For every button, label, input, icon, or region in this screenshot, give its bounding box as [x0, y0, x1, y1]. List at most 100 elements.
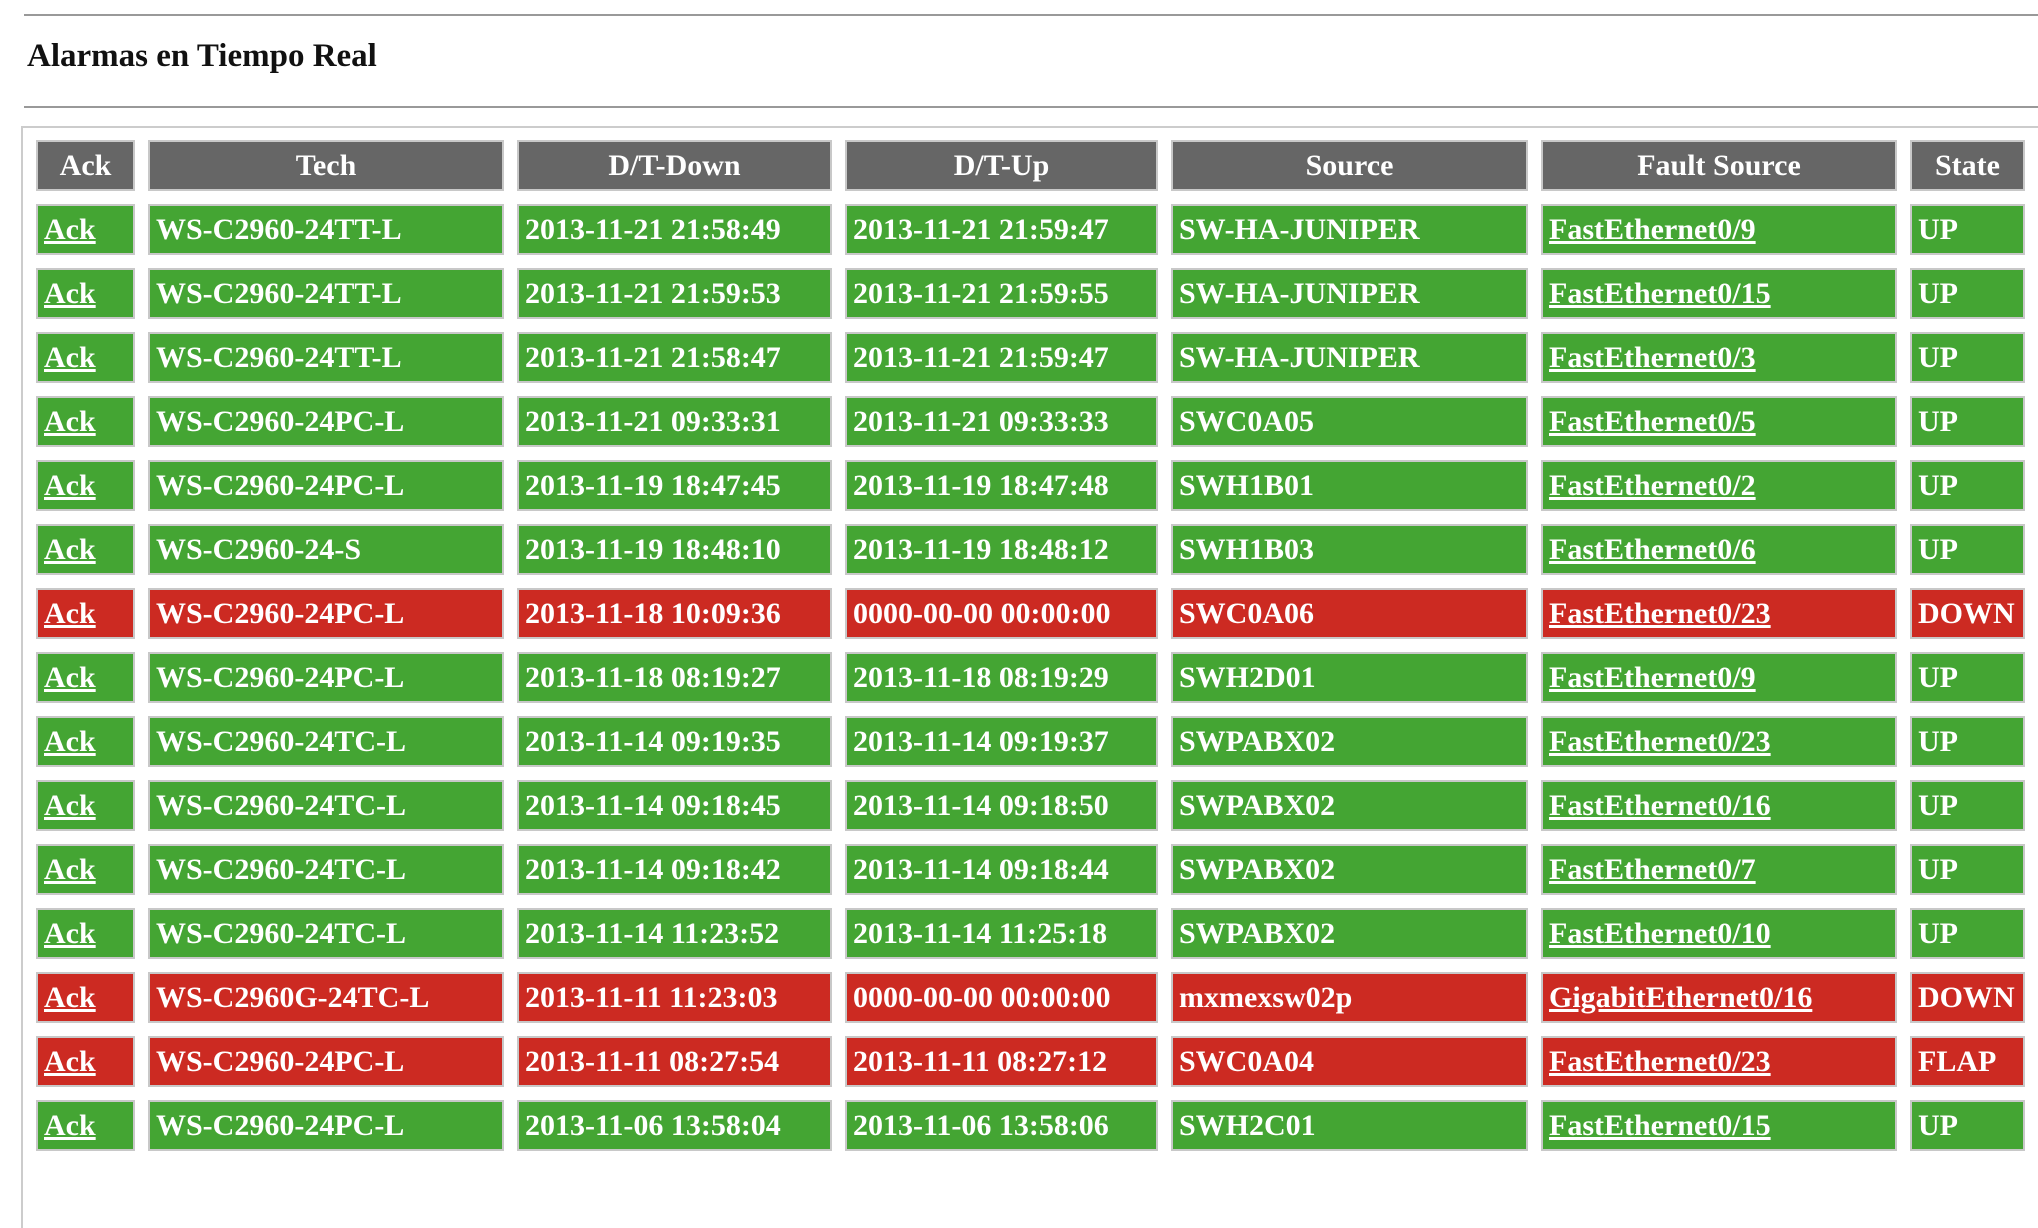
source-cell: SWC0A04 [1171, 1036, 1528, 1087]
fault-source-link[interactable]: FastEthernet0/15 [1549, 276, 1771, 310]
tech-cell: WS-C2960-24PC-L [148, 1100, 504, 1151]
alarm-row: Ack WS-C2960-24PC-L 2013-11-21 09:33:31 201… [36, 396, 2025, 447]
ack-link[interactable]: Ack [44, 404, 96, 438]
dt-down-cell: 2013-11-14 09:19:35 [517, 716, 832, 767]
source-cell: SWH2D01 [1171, 652, 1528, 703]
alarm-row: Ack WS-C2960-24TT-L 2013-11-21 21:58:49 201… [36, 204, 2025, 255]
dt-down-cell: 2013-11-21 21:58:49 [517, 204, 832, 255]
tech-cell: WS-C2960-24PC-L [148, 652, 504, 703]
ack-link[interactable]: Ack [44, 852, 96, 886]
source-cell: SW-HA-JUNIPER [1171, 204, 1528, 255]
source-cell: mxmexsw02p [1171, 972, 1528, 1023]
alarm-row: Ack WS-C2960-24PC-L 2013-11-18 10:09:36 000… [36, 588, 2025, 639]
dt-up-cell: 2013-11-11 08:27:12 [845, 1036, 1158, 1087]
divider [24, 14, 2038, 16]
tech-cell: WS-C2960-24TT-L [148, 268, 504, 319]
alarm-row: Ack WS-C2960-24TC-L 2013-11-14 09:18:45 201… [36, 780, 2025, 831]
alarm-row: Ack WS-C2960-24TC-L 2013-11-14 09:19:35 201… [36, 716, 2025, 767]
dt-down-cell: 2013-11-19 18:48:10 [517, 524, 832, 575]
fault-source-link[interactable]: FastEthernet0/23 [1549, 1044, 1771, 1078]
ack-link[interactable]: Ack [44, 980, 96, 1014]
state-cell: UP [1910, 460, 2025, 511]
ack-cell: Ack [36, 332, 135, 383]
tech-cell: WS-C2960-24PC-L [148, 588, 504, 639]
tech-cell: WS-C2960-24-S [148, 524, 504, 575]
ack-cell: Ack [36, 652, 135, 703]
state-cell: DOWN [1910, 588, 2025, 639]
ack-link[interactable]: Ack [44, 788, 96, 822]
tech-cell: WS-C2960-24TT-L [148, 332, 504, 383]
ack-cell: Ack [36, 396, 135, 447]
state-cell: UP [1910, 524, 2025, 575]
fault-source-link[interactable]: FastEthernet0/23 [1549, 724, 1771, 758]
ack-link[interactable]: Ack [44, 340, 96, 374]
source-cell: SWPABX02 [1171, 844, 1528, 895]
fault-source-link[interactable]: FastEthernet0/10 [1549, 916, 1771, 950]
dt-down-cell: 2013-11-21 09:33:31 [517, 396, 832, 447]
alarm-row: Ack WS-C2960-24PC-L 2013-11-18 08:19:27 201… [36, 652, 2025, 703]
dt-down-cell: 2013-11-11 11:23:03 [517, 972, 832, 1023]
ack-link[interactable]: Ack [44, 468, 96, 502]
alarm-row: Ack WS-C2960-24PC-L 2013-11-19 18:47:45 201… [36, 460, 2025, 511]
dt-up-cell: 0000-00-00 00:00:00 [845, 972, 1158, 1023]
fault-source-link[interactable]: FastEthernet0/9 [1549, 212, 1756, 246]
fault-source-link[interactable]: FastEthernet0/23 [1549, 596, 1771, 630]
ack-link[interactable]: Ack [44, 276, 96, 310]
source-cell: SWH1B01 [1171, 460, 1528, 511]
dt-down-cell: 2013-11-21 21:59:53 [517, 268, 832, 319]
state-cell: UP [1910, 268, 2025, 319]
dt-down-cell: 2013-11-14 11:23:52 [517, 908, 832, 959]
state-cell: UP [1910, 652, 2025, 703]
tech-cell: WS-C2960-24PC-L [148, 396, 504, 447]
ack-link[interactable]: Ack [44, 916, 96, 950]
alarm-row: Ack WS-C2960-24PC-L 2013-11-06 13:58:04 201… [36, 1100, 2025, 1151]
fault-source-link[interactable]: FastEthernet0/5 [1549, 404, 1756, 438]
tech-cell: WS-C2960-24TC-L [148, 908, 504, 959]
fault-source-link[interactable]: FastEthernet0/15 [1549, 1108, 1771, 1142]
fault-source-cell: FastEthernet0/10 [1541, 908, 1897, 959]
fault-source-link[interactable]: FastEthernet0/6 [1549, 532, 1756, 566]
ack-cell: Ack [36, 460, 135, 511]
tech-cell: WS-C2960G-24TC-L [148, 972, 504, 1023]
tech-cell: WS-C2960-24PC-L [148, 1036, 504, 1087]
ack-cell: Ack [36, 588, 135, 639]
dt-up-cell: 0000-00-00 00:00:00 [845, 588, 1158, 639]
ack-cell: Ack [36, 1036, 135, 1087]
header-row: Ack Tech D/T-Down D/T-Up Source Fault Source S… [36, 140, 2025, 191]
ack-link[interactable]: Ack [44, 212, 96, 246]
source-cell: SWPABX02 [1171, 780, 1528, 831]
page-title: Alarmas en Tiempo Real [27, 38, 377, 74]
dt-up-cell: 2013-11-14 09:18:44 [845, 844, 1158, 895]
fault-source-link[interactable]: FastEthernet0/9 [1549, 660, 1756, 694]
ack-link[interactable]: Ack [44, 1044, 96, 1078]
source-cell: SWC0A05 [1171, 396, 1528, 447]
alarm-table: Ack Tech D/T-Down D/T-Up Source Fault Source S… [23, 127, 2038, 1164]
ack-link[interactable]: Ack [44, 660, 96, 694]
tech-cell: WS-C2960-24TC-L [148, 844, 504, 895]
source-cell: SWH1B03 [1171, 524, 1528, 575]
fault-source-cell: FastEthernet0/9 [1541, 204, 1897, 255]
ack-link[interactable]: Ack [44, 532, 96, 566]
source-cell: SWH2C01 [1171, 1100, 1528, 1151]
dt-up-cell: 2013-11-19 18:48:12 [845, 524, 1158, 575]
ack-cell: Ack [36, 204, 135, 255]
fault-source-cell: FastEthernet0/15 [1541, 268, 1897, 319]
ack-cell: Ack [36, 908, 135, 959]
fault-source-cell: FastEthernet0/23 [1541, 1036, 1897, 1087]
ack-link[interactable]: Ack [44, 596, 96, 630]
table-body: Ack WS-C2960-24TT-L 2013-11-21 21:58:49 201… [36, 204, 2025, 1151]
dt-up-cell: 2013-11-18 08:19:29 [845, 652, 1158, 703]
ack-link[interactable]: Ack [44, 724, 96, 758]
alarm-row: Ack WS-C2960-24TC-L 2013-11-14 11:23:52 201… [36, 908, 2025, 959]
source-cell: SW-HA-JUNIPER [1171, 268, 1528, 319]
alarm-panel: Ack Tech D/T-Down D/T-Up Source Fault Source S… [21, 126, 2038, 1228]
fault-source-link[interactable]: FastEthernet0/2 [1549, 468, 1756, 502]
fault-source-link[interactable]: FastEthernet0/3 [1549, 340, 1756, 374]
source-cell: SWPABX02 [1171, 908, 1528, 959]
fault-source-link[interactable]: FastEthernet0/7 [1549, 852, 1756, 886]
fault-source-link[interactable]: FastEthernet0/16 [1549, 788, 1771, 822]
alarm-row: Ack WS-C2960-24-S 2013-11-19 18:48:10 2013-… [36, 524, 2025, 575]
ack-link[interactable]: Ack [44, 1108, 96, 1142]
fault-source-link[interactable]: GigabitEthernet0/16 [1549, 980, 1813, 1014]
state-cell: UP [1910, 716, 2025, 767]
